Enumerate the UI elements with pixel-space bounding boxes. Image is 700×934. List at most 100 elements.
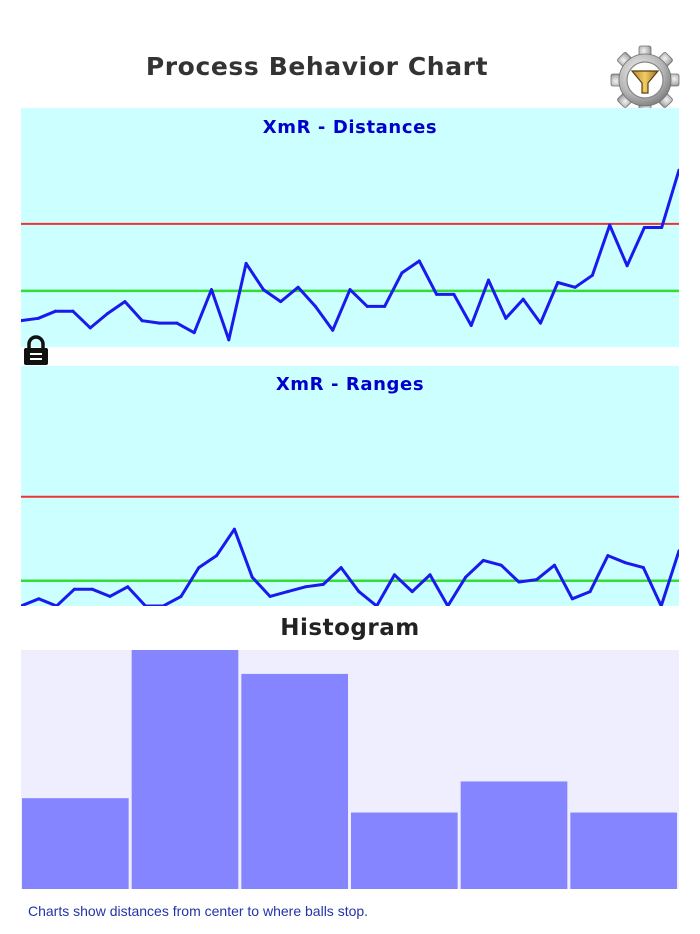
ranges-point (37, 597, 41, 601)
distances-point (279, 300, 283, 304)
ranges-point (126, 585, 130, 589)
distances-point (348, 288, 352, 292)
distances-point (660, 226, 664, 229)
ranges-point (570, 597, 574, 601)
page-title: Process Behavior Chart (145, 52, 489, 81)
distances-point (487, 278, 491, 282)
distances-point (538, 321, 542, 325)
distances-point (400, 271, 404, 275)
ranges-point (624, 561, 628, 565)
distances-point (435, 292, 439, 296)
distances-point (590, 273, 594, 277)
ranges-point (517, 580, 521, 584)
lock-button[interactable] (22, 334, 50, 366)
ranges-point (232, 527, 236, 531)
ranges-point (215, 554, 219, 558)
ranges-plot (21, 495, 679, 606)
histogram-bar (460, 781, 568, 889)
ranges-point (108, 594, 112, 598)
ranges-point (410, 590, 414, 594)
distances-point (71, 309, 75, 313)
distances-point (106, 312, 110, 316)
ranges-point (21, 604, 23, 606)
distances-point (556, 280, 560, 284)
distances-point (521, 297, 525, 301)
ranges-point (268, 594, 272, 598)
distances-point (140, 319, 144, 323)
distances-point (573, 285, 577, 289)
distances-point (209, 288, 213, 292)
ranges-point (499, 563, 503, 567)
distances-point (21, 319, 23, 323)
ranges-point (179, 594, 183, 598)
distances-series-line (21, 169, 679, 342)
ranges-point (392, 573, 396, 577)
histogram-plot (22, 650, 677, 889)
histogram-chart (21, 650, 679, 889)
ranges-point (428, 573, 432, 577)
ranges-point (72, 587, 76, 591)
histogram-bar (22, 798, 129, 889)
distances-point (383, 304, 387, 308)
ranges-point (641, 566, 645, 570)
distances-point (296, 285, 300, 289)
ranges-point (197, 566, 201, 570)
distances-point (36, 316, 40, 320)
distances-point (261, 288, 265, 292)
distances-point (123, 300, 127, 304)
ranges-point (286, 590, 290, 594)
distances-point (642, 226, 646, 229)
histogram-bar (131, 650, 239, 889)
ranges-point (535, 578, 539, 582)
distances-point (365, 304, 369, 308)
histogram-bar (570, 812, 677, 889)
ranges-point (161, 604, 165, 606)
ranges-point (250, 575, 254, 579)
gear-funnel-icon (610, 45, 680, 115)
ranges-point (446, 604, 450, 606)
ranges-point (90, 587, 94, 591)
ranges-chart-title: XmR - Ranges (275, 374, 425, 395)
ranges-point (659, 604, 663, 606)
ranges-series-line (21, 527, 679, 606)
distances-point (677, 168, 679, 172)
ranges-point (481, 558, 485, 562)
ranges-point (464, 575, 468, 579)
ranges-point (321, 582, 325, 586)
distances-point (417, 259, 421, 263)
distances-point (625, 264, 629, 268)
distances-point (452, 292, 456, 296)
distances-point (192, 331, 196, 335)
ranges-point (339, 566, 343, 570)
distances-point (88, 326, 92, 330)
distances-plot (21, 168, 679, 342)
distances-point (313, 304, 317, 308)
ranges-chart: XmR - Ranges (21, 366, 679, 606)
distances-point (54, 309, 58, 313)
ranges-point (588, 590, 592, 594)
ranges-point (304, 585, 308, 589)
distances-chart: XmR - Distances (21, 108, 679, 347)
ranges-point (375, 604, 379, 606)
histogram-title: Histogram (280, 615, 420, 641)
histogram-bar (241, 673, 348, 889)
settings-button[interactable] (610, 45, 680, 115)
distances-point (227, 338, 231, 342)
ranges-point (606, 554, 610, 558)
distances-point (469, 323, 473, 327)
lock-icon (24, 335, 48, 365)
ranges-point (143, 604, 147, 606)
ranges-point (677, 549, 679, 553)
ranges-point (553, 563, 557, 567)
distances-point (331, 328, 335, 332)
distances-point (158, 321, 162, 325)
distances-point (175, 321, 179, 325)
distances-point (608, 223, 612, 227)
distances-point (504, 316, 508, 320)
ranges-point (357, 590, 361, 594)
distances-point (244, 261, 248, 265)
histogram-bar (351, 812, 458, 889)
distances-chart-title: XmR - Distances (262, 117, 438, 138)
ranges-point (55, 604, 59, 606)
footnote: Charts show distances from center to whe… (28, 903, 369, 919)
